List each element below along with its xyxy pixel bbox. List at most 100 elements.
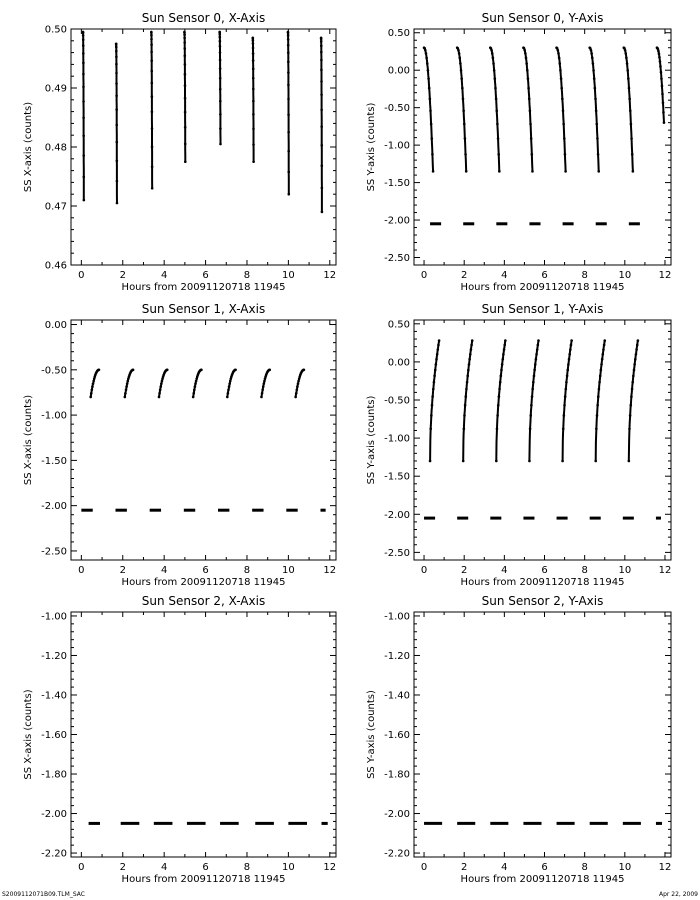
data-point — [496, 122, 499, 126]
data-point — [286, 31, 290, 35]
data-sweep — [456, 46, 468, 172]
data-point — [183, 31, 186, 34]
data-point — [503, 343, 507, 347]
x-tick-label: 2 — [461, 862, 467, 873]
data-point — [234, 368, 237, 372]
data-point — [81, 34, 85, 37]
data-point — [435, 352, 439, 356]
x-tick-label: 8 — [244, 270, 250, 281]
y-tick-label: -1.40 — [384, 690, 410, 701]
data-point — [82, 100, 85, 103]
data-point — [492, 69, 496, 72]
y-axis-label: SS X-axis (counts) — [23, 689, 34, 779]
data-point — [528, 459, 531, 463]
data-point — [531, 387, 534, 391]
data-point — [598, 374, 602, 378]
data-point — [218, 39, 222, 43]
data-point — [561, 109, 565, 113]
data-point — [115, 140, 119, 144]
data-point — [218, 51, 222, 54]
y-tick-label: 0.50 — [388, 319, 410, 330]
data-point — [434, 363, 438, 366]
data-point — [594, 459, 598, 463]
y-tick-label: -1.00 — [41, 411, 67, 422]
data-point — [320, 143, 324, 147]
data-point — [565, 374, 569, 378]
x-tick-label: 10 — [618, 270, 631, 281]
data-point — [251, 46, 255, 50]
data-point — [260, 391, 264, 395]
chart-title: Sun Sensor 0, X-Axis — [142, 11, 265, 25]
data-point — [287, 130, 290, 134]
data-point — [82, 52, 85, 55]
data-point — [183, 47, 187, 50]
data-point — [558, 62, 562, 65]
data-point — [561, 459, 564, 463]
data-point — [464, 153, 467, 156]
x-tick-label: 6 — [541, 862, 547, 873]
data-point — [260, 395, 263, 399]
data-point — [458, 56, 462, 60]
data-point — [562, 137, 566, 140]
data-point — [627, 459, 631, 463]
x-tick-label: 10 — [282, 565, 295, 576]
data-point — [219, 127, 222, 130]
plot-frame — [70, 319, 337, 561]
data-point — [498, 387, 501, 391]
data-point — [431, 153, 434, 156]
data-point — [115, 49, 118, 53]
data-point — [302, 368, 306, 372]
data-point — [590, 56, 594, 60]
data-point — [115, 123, 119, 127]
y-tick-label: 0.49 — [45, 84, 67, 95]
data-point — [430, 137, 434, 140]
x-tick-label: 4 — [501, 270, 507, 281]
data-sweep — [462, 340, 474, 462]
data-point — [90, 388, 94, 392]
data-point — [462, 427, 466, 431]
data-point — [320, 108, 323, 112]
data-point — [320, 80, 323, 83]
data-point — [150, 95, 154, 98]
data-point — [262, 382, 266, 385]
data-point — [567, 357, 571, 361]
x-tick-label: 12 — [659, 565, 672, 576]
data-point — [435, 357, 438, 361]
plot-frame — [413, 611, 672, 858]
data-point — [114, 43, 118, 46]
data-point — [296, 382, 300, 385]
data-point — [183, 126, 187, 129]
data-point — [286, 51, 290, 54]
data-point — [562, 122, 565, 126]
data-point — [287, 192, 291, 196]
data-point — [529, 122, 532, 126]
data-point — [469, 348, 473, 351]
data-point — [525, 69, 529, 72]
data-point — [194, 379, 198, 383]
data-point — [263, 377, 267, 380]
data-point — [464, 395, 468, 398]
data-point — [252, 160, 255, 164]
data-point — [200, 368, 203, 372]
data-point — [82, 116, 85, 120]
chart-panel-1: Sun Sensor 0, Y-Axis 0 2 4 6 8 10 12 -2.50 -2.00 -… — [366, 11, 672, 293]
data-point — [463, 403, 467, 407]
data-point — [125, 382, 129, 385]
y-tick-label: -2.00 — [384, 510, 410, 521]
y-tick-label: -1.00 — [384, 611, 410, 622]
data-point — [183, 36, 186, 40]
data-point — [425, 62, 429, 65]
data-point — [504, 339, 507, 342]
data-point — [560, 86, 564, 90]
data-point — [161, 377, 164, 380]
y-tick-label: -2.50 — [384, 548, 410, 559]
data-point — [252, 87, 255, 91]
data-point — [115, 62, 118, 66]
footer-filename: S2009112071B09.TLM_SAC — [2, 891, 85, 898]
data-sweep — [528, 340, 540, 462]
data-point — [660, 77, 663, 80]
data-point — [297, 379, 300, 383]
data-sweep — [594, 340, 606, 462]
x-tick-label: 10 — [618, 565, 631, 576]
data-point — [115, 82, 118, 85]
